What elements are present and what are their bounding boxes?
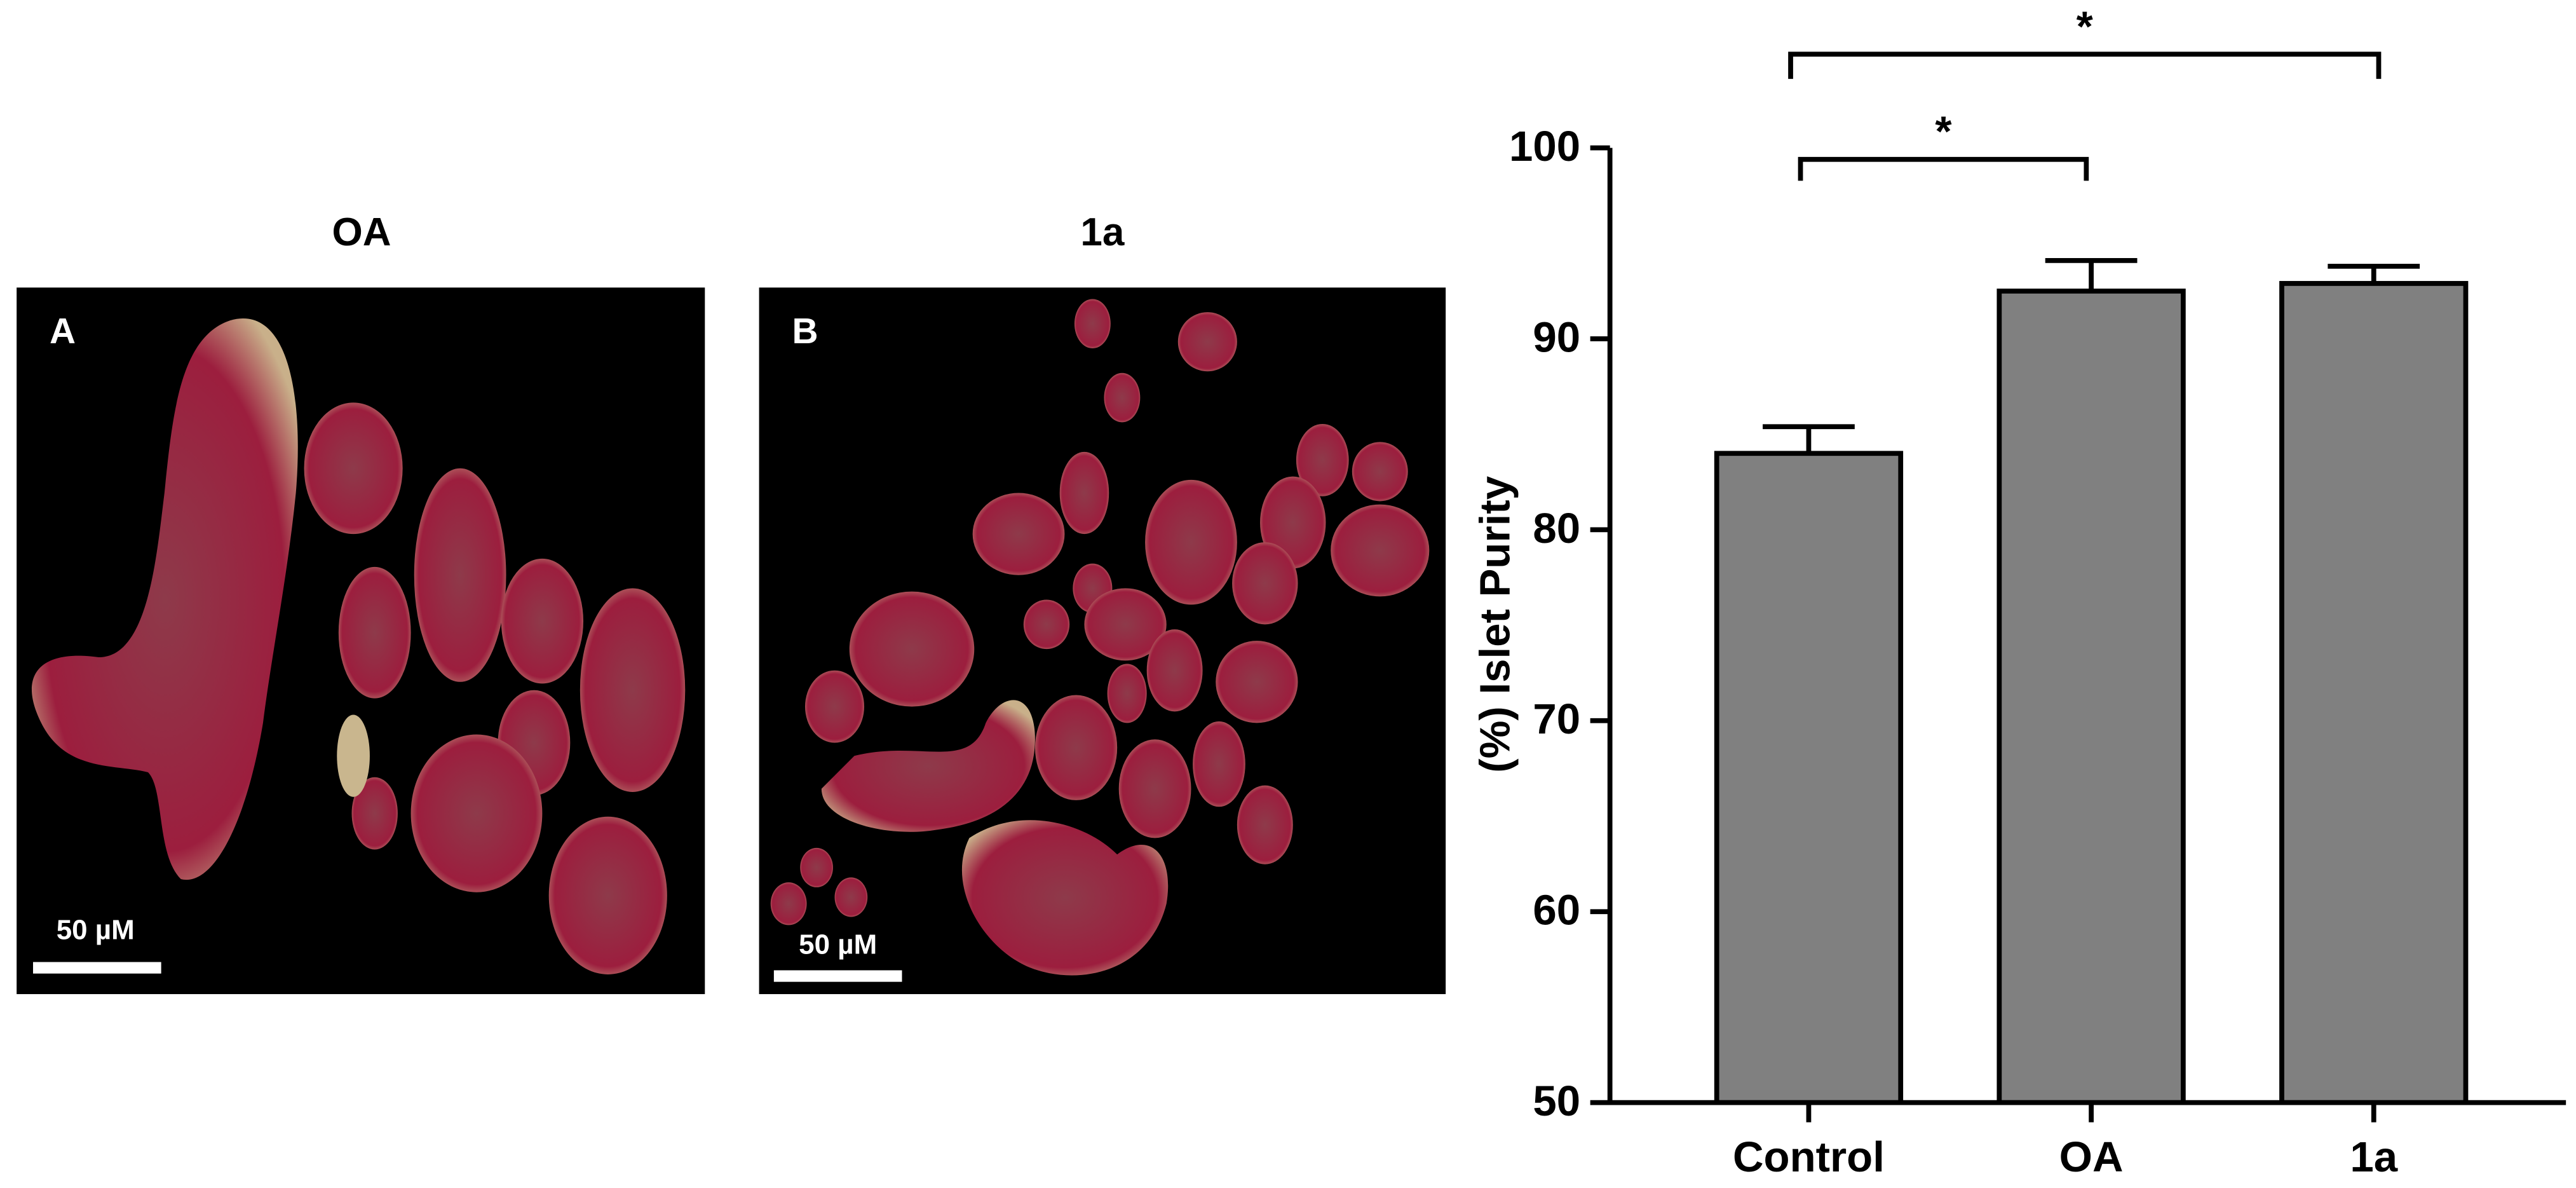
y-tick-label: 70 xyxy=(1533,695,1580,743)
panel-label: B xyxy=(792,311,818,352)
scale-bar-label: 50 µM xyxy=(57,914,135,945)
panel-title: OA xyxy=(332,210,391,254)
x-tick-label: Control xyxy=(1733,1133,1885,1181)
panel-label: A xyxy=(50,311,76,352)
bar xyxy=(1996,289,2186,1105)
bar-chart: 50 60 70 80 90 100 Control OA 1a * * xyxy=(1509,3,2566,1181)
y-tick-label: 80 xyxy=(1533,505,1580,552)
micrograph-a xyxy=(17,287,705,994)
bar xyxy=(2279,281,2469,1105)
y-tick-label: 50 xyxy=(1533,1077,1580,1125)
x-tick-label: 1a xyxy=(2350,1133,2397,1181)
micrograph-b xyxy=(759,287,1446,994)
bar xyxy=(1714,451,1904,1105)
significance-label: * xyxy=(1935,108,1952,156)
y-tick-label: 90 xyxy=(1533,313,1580,361)
significance-bracket xyxy=(1798,156,2089,181)
significance-label: * xyxy=(2077,3,2094,50)
panel-title: 1a xyxy=(1080,210,1124,254)
y-axis-label: (%) Islet Purity xyxy=(1472,475,1519,772)
x-tick-label: OA xyxy=(2059,1133,2124,1181)
significance-bracket xyxy=(1788,51,2382,79)
y-tick-label: 100 xyxy=(1509,123,1580,170)
y-tick-label: 60 xyxy=(1533,887,1580,934)
scale-bar-label: 50 µM xyxy=(799,929,877,960)
